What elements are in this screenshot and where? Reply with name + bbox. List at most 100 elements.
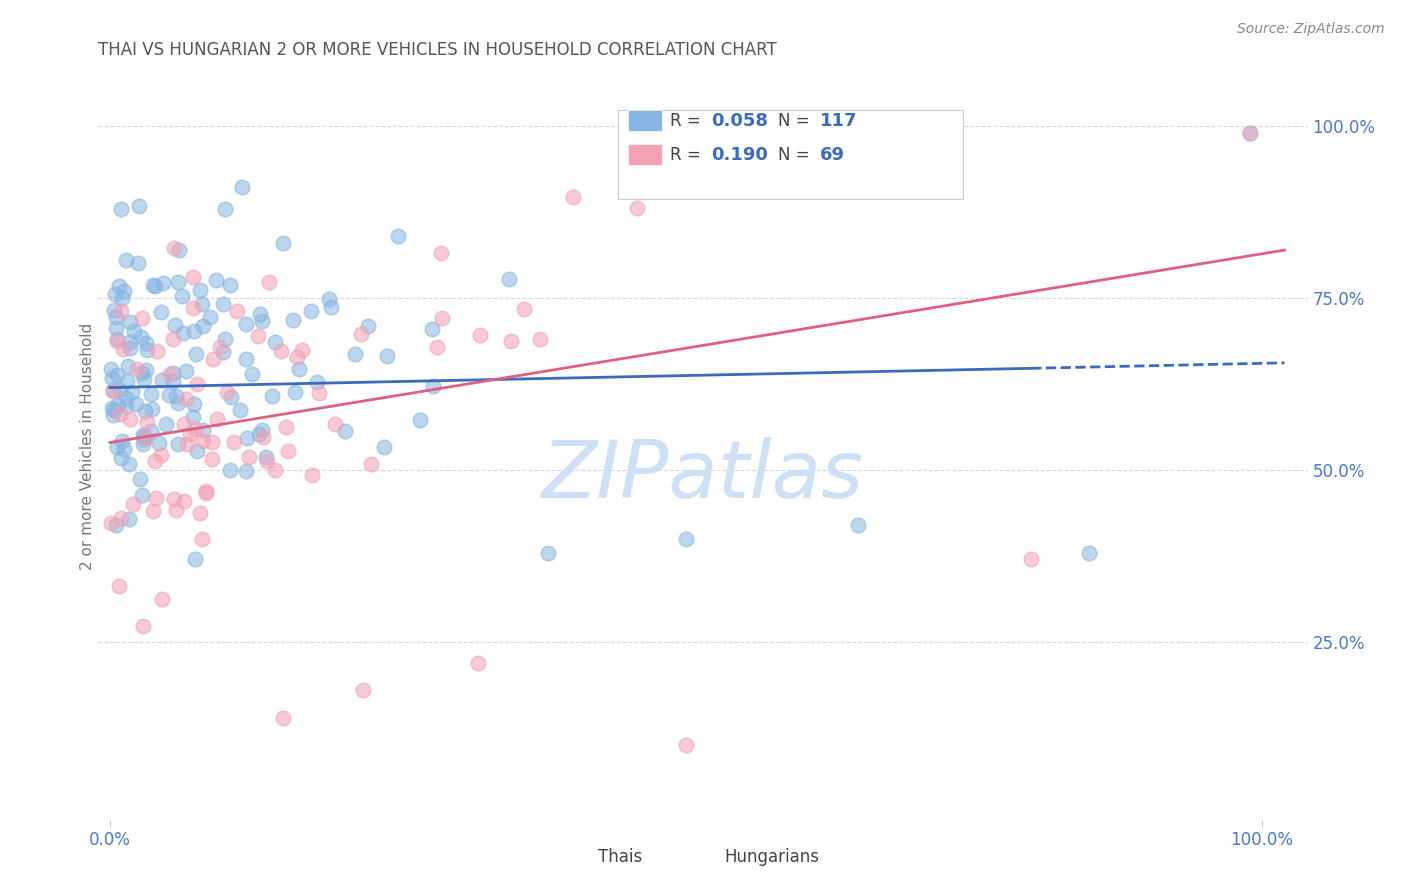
Point	[145, 491, 167, 505]
Point	[212, 345, 235, 359]
Point	[228, 403, 250, 417]
Point	[142, 278, 165, 293]
Point	[134, 432, 156, 446]
Point	[162, 366, 184, 380]
Point	[110, 451, 132, 466]
Point	[117, 359, 139, 373]
Text: 0.058: 0.058	[711, 112, 769, 130]
Point	[103, 302, 125, 317]
Text: N =: N =	[778, 112, 815, 130]
Point	[125, 396, 148, 410]
Point	[238, 450, 260, 464]
Point	[288, 361, 311, 376]
Point	[284, 385, 307, 400]
Point	[159, 367, 181, 381]
Text: 117: 117	[820, 112, 858, 130]
Point	[104, 286, 127, 301]
Text: 0.190: 0.190	[711, 145, 768, 163]
Point	[135, 431, 157, 445]
Point	[263, 335, 285, 350]
Point	[120, 341, 142, 355]
Point	[186, 443, 208, 458]
Point	[110, 511, 132, 525]
Point	[387, 229, 409, 244]
Point	[848, 518, 870, 533]
Point	[250, 423, 273, 437]
Point	[150, 592, 173, 607]
Point	[1019, 552, 1042, 566]
Point	[536, 545, 558, 559]
Point	[193, 423, 215, 437]
Point	[121, 384, 143, 399]
Point	[134, 428, 156, 442]
Point	[219, 390, 242, 404]
Point	[256, 454, 278, 468]
Point	[101, 383, 124, 397]
Point	[191, 532, 214, 546]
Point	[131, 310, 153, 325]
Point	[110, 202, 132, 216]
Point	[139, 386, 162, 401]
Point	[181, 270, 204, 285]
Point	[112, 285, 135, 299]
Point	[498, 271, 520, 285]
Point	[307, 376, 329, 390]
Point	[108, 279, 131, 293]
Point	[152, 277, 174, 291]
Point	[235, 318, 257, 332]
Point	[291, 343, 314, 358]
Point	[1077, 545, 1099, 559]
Point	[101, 401, 124, 416]
Point	[134, 372, 156, 386]
Point	[174, 364, 197, 378]
Point	[165, 503, 187, 517]
Point	[101, 371, 124, 385]
Point	[198, 310, 221, 324]
Point	[562, 190, 585, 204]
Point	[250, 314, 273, 328]
Point	[181, 409, 204, 424]
Point	[105, 332, 128, 346]
Point	[219, 277, 242, 292]
Point	[110, 304, 132, 318]
Point	[107, 399, 129, 413]
Point	[281, 312, 304, 326]
Point	[162, 374, 184, 388]
Point	[118, 412, 141, 426]
Point	[143, 278, 166, 293]
Point	[183, 397, 205, 411]
Point	[128, 199, 150, 213]
Point	[231, 180, 253, 194]
Point	[129, 472, 152, 486]
Point	[529, 332, 551, 346]
Point	[131, 488, 153, 502]
Text: Source: ZipAtlas.com: Source: ZipAtlas.com	[1237, 22, 1385, 37]
Point	[285, 350, 308, 364]
Point	[274, 420, 297, 434]
Point	[299, 304, 322, 318]
Point	[409, 412, 432, 426]
Point	[499, 334, 522, 348]
Point	[194, 486, 217, 500]
Point	[148, 435, 170, 450]
Point	[170, 289, 193, 303]
Point	[422, 378, 444, 392]
Point	[217, 384, 239, 399]
Point	[195, 483, 218, 498]
Bar	[628, 111, 662, 131]
Text: Hungarians: Hungarians	[724, 847, 820, 865]
Point	[101, 408, 124, 422]
Point	[214, 202, 236, 216]
Point	[191, 297, 214, 311]
Point	[114, 399, 136, 413]
Point	[240, 368, 263, 382]
Point	[263, 463, 285, 477]
Point	[270, 343, 292, 358]
Point	[188, 506, 211, 520]
Point	[127, 256, 149, 270]
Point	[205, 273, 228, 287]
Point	[118, 458, 141, 472]
Point	[430, 311, 453, 326]
Point	[167, 437, 190, 451]
Point	[150, 373, 173, 387]
